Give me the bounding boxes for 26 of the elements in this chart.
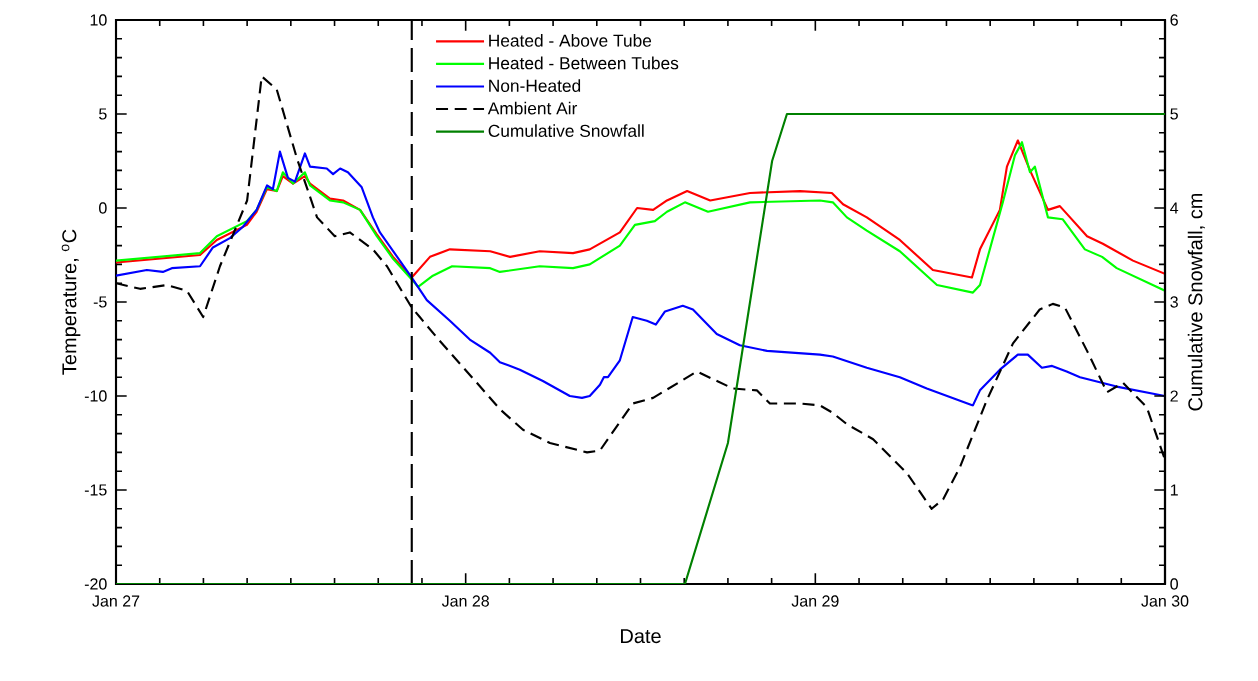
x-tick-label: Jan 29 xyxy=(791,595,839,607)
legend-label: Cumulative Snowfall xyxy=(488,124,644,138)
x-tick-label: Jan 27 xyxy=(92,595,140,607)
y-axis-title: Temperature, $^{o}$C xyxy=(61,229,81,375)
y-tick-label: -15 xyxy=(84,484,107,496)
x-axis-title: Date xyxy=(621,629,661,644)
legend-label: Heated - Between Tubes xyxy=(489,56,679,70)
y-tick-label: -20 xyxy=(84,578,107,590)
y-tick-label: 5 xyxy=(99,108,107,120)
legend-label: Ambient Air xyxy=(487,101,578,115)
y2-tick-label: 6 xyxy=(1170,14,1178,26)
y2-axis-title: Cumulative Snowfall, cm xyxy=(1187,193,1205,411)
legend-label: Heated - Above Tube xyxy=(489,34,652,47)
y2-tick-label: 1 xyxy=(1170,484,1178,496)
y2-tick-label: 0 xyxy=(1170,578,1178,590)
y2-tick-label: 3 xyxy=(1170,296,1178,308)
x-tick-label: Jan 28 xyxy=(441,595,489,607)
y2-tick-label: 4 xyxy=(1170,202,1179,214)
y2-tick-label: 2 xyxy=(1170,390,1178,402)
y-tick-label: 0 xyxy=(99,202,107,214)
y-tick-label: -5 xyxy=(93,296,107,308)
x-tick-label: Jan 30 xyxy=(1141,595,1189,607)
legend-label: Non-Heated xyxy=(489,79,581,92)
y2-tick-label: 5 xyxy=(1170,108,1178,120)
y-tick-label: 10 xyxy=(90,14,107,26)
y-tick-label: -10 xyxy=(84,390,107,402)
